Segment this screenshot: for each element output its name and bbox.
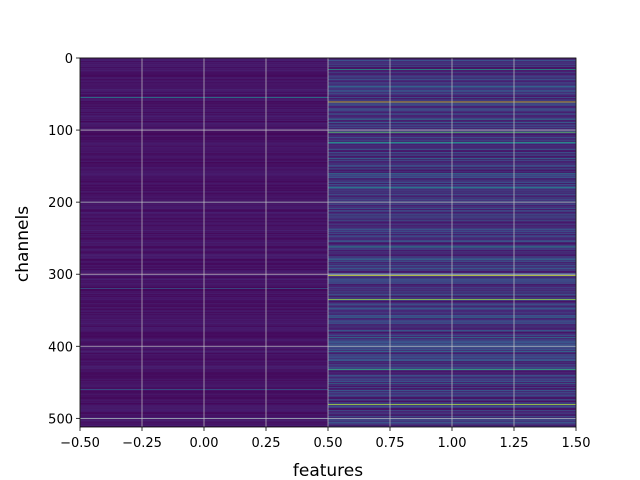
x-tick-label: 0.75 (376, 436, 405, 451)
x-tick-label: 0.50 (314, 436, 343, 451)
y-tick-label: 500 (48, 412, 73, 427)
y-tick-label: 400 (48, 340, 73, 355)
y-axis-label: channels (13, 206, 33, 282)
y-axis-ticks: 0 100 200 300 400 500 (48, 52, 80, 427)
y-tick-label: 300 (48, 268, 73, 283)
x-tick-label: 1.50 (562, 436, 591, 451)
y-tick-label: 100 (48, 124, 73, 139)
y-tick-label: 200 (48, 196, 73, 211)
y-tick-label: 0 (65, 52, 73, 67)
x-tick-label: 0.00 (190, 436, 219, 451)
x-axis-label: features (293, 461, 363, 480)
x-tick-label: 0.25 (252, 436, 281, 451)
x-axis-ticks: −0.50 −0.25 0.00 0.25 0.50 0.75 1.00 1.25 1.50 (60, 427, 590, 451)
x-tick-label: 1.25 (500, 436, 529, 451)
x-tick-label: 1.00 (438, 436, 467, 451)
x-tick-label: −0.25 (122, 436, 162, 451)
x-tick-label: −0.50 (60, 436, 100, 451)
